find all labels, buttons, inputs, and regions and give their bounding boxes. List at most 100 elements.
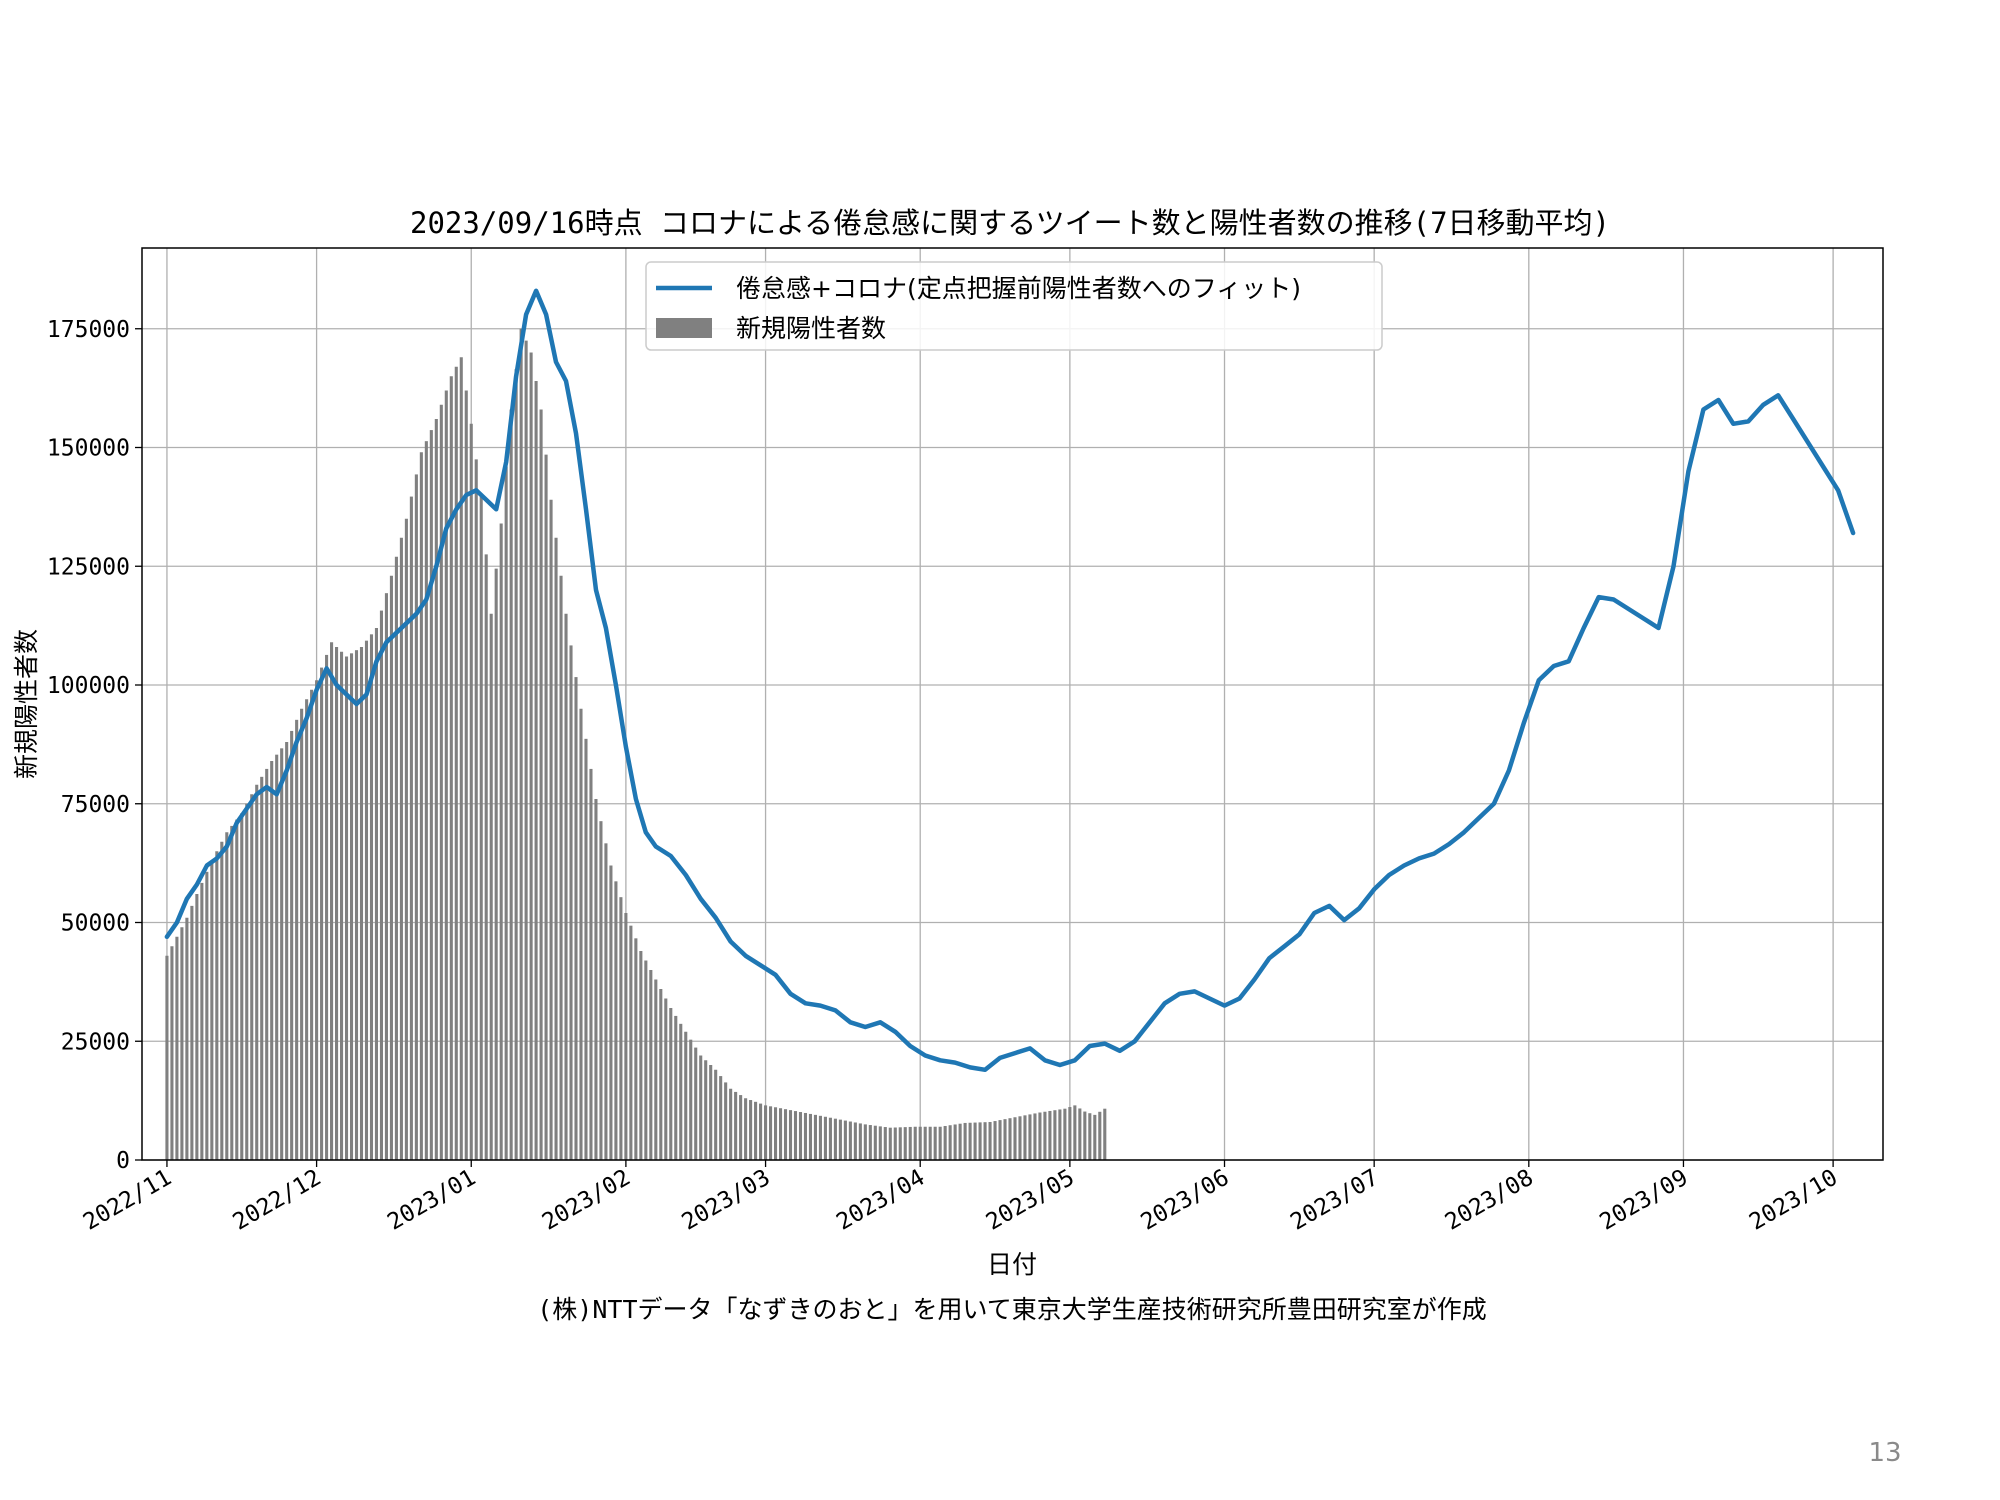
- bar: [808, 1113, 813, 1160]
- bar: [1078, 1108, 1082, 1160]
- bar: [1088, 1113, 1092, 1160]
- bar: [918, 1126, 922, 1160]
- bar: [993, 1121, 997, 1160]
- bar: [1048, 1110, 1052, 1160]
- bar: [614, 881, 618, 1160]
- bar: [285, 742, 289, 1160]
- bar: [998, 1120, 1002, 1160]
- bar: [863, 1124, 867, 1160]
- bar: [759, 1103, 763, 1160]
- bar: [978, 1122, 982, 1160]
- bar: [689, 1039, 693, 1160]
- bar: [444, 390, 448, 1160]
- bar: [823, 1116, 827, 1160]
- bar: [793, 1111, 798, 1160]
- bar: [1023, 1115, 1027, 1160]
- bar: [803, 1112, 808, 1160]
- bar: [709, 1065, 713, 1160]
- bar: [1103, 1108, 1107, 1160]
- bar: [953, 1124, 957, 1160]
- bar: [1098, 1111, 1102, 1160]
- plot-area: 2022/11 2022/12 2023/01 2023/02 2023/03 2023/…: [47, 247, 1884, 1236]
- bar: [988, 1122, 992, 1160]
- bar: [549, 499, 553, 1160]
- bar: [1073, 1105, 1077, 1160]
- bar: [833, 1118, 837, 1160]
- legend: 倦怠感+コロナ(定点把握前陽性者数へのフィット) 新規陽性者数: [645, 261, 1383, 351]
- bar: [185, 917, 189, 1160]
- bar: [195, 894, 199, 1160]
- bar: [973, 1122, 977, 1160]
- bar: [359, 647, 364, 1160]
- page-number: 13: [1868, 1438, 1901, 1468]
- bar: [474, 459, 478, 1160]
- bar: [464, 390, 468, 1160]
- bar: [265, 768, 269, 1160]
- bar: [210, 860, 214, 1160]
- bar: [634, 938, 638, 1160]
- plot-background: [142, 248, 1883, 1160]
- bar: [275, 754, 279, 1160]
- bar: [429, 430, 433, 1160]
- bar: [843, 1120, 847, 1160]
- x-axis-label: 日付: [987, 1250, 1037, 1279]
- legend-label-bar: 新規陽性者数: [736, 314, 886, 343]
- bar: [679, 1023, 683, 1160]
- bar: [739, 1095, 743, 1160]
- bar: [928, 1126, 932, 1160]
- y-tick-label: 100000: [47, 673, 130, 699]
- bar: [629, 925, 633, 1160]
- bar: [1013, 1117, 1017, 1160]
- bar: [394, 556, 398, 1160]
- bar: [459, 357, 463, 1160]
- bar: [1063, 1108, 1067, 1160]
- bar: [414, 474, 418, 1161]
- bar: [574, 677, 578, 1160]
- bar: [1043, 1111, 1047, 1160]
- bar: [1018, 1116, 1022, 1160]
- bar: [559, 575, 563, 1160]
- bar: [320, 667, 324, 1160]
- bar: [798, 1112, 803, 1160]
- bar: [315, 680, 319, 1160]
- bar: [220, 841, 224, 1160]
- bar: [569, 645, 573, 1160]
- bar: [868, 1125, 872, 1160]
- bar: [983, 1122, 987, 1160]
- bar: [454, 366, 458, 1160]
- bar: [594, 799, 598, 1160]
- bar: [339, 651, 344, 1160]
- bar: [434, 419, 438, 1160]
- bar: [853, 1122, 857, 1160]
- bar: [1028, 1114, 1032, 1160]
- bar: [384, 593, 388, 1160]
- bar: [399, 537, 403, 1160]
- plot-frame: [141, 247, 1884, 1161]
- bar: [579, 708, 583, 1160]
- bar: [684, 1031, 688, 1160]
- bar: [729, 1088, 733, 1160]
- bar: [235, 819, 239, 1160]
- bar: [898, 1127, 902, 1160]
- bar: [619, 897, 623, 1160]
- bar: [968, 1122, 972, 1160]
- bar: [260, 776, 264, 1160]
- bar: [335, 647, 339, 1160]
- bar: [325, 654, 329, 1160]
- bar: [699, 1055, 703, 1160]
- bar: [704, 1060, 708, 1160]
- bar: [564, 613, 568, 1160]
- bar: [659, 989, 663, 1160]
- bar: [908, 1126, 912, 1160]
- bar: [270, 761, 274, 1160]
- bar: [409, 496, 413, 1160]
- y-tick-label: 150000: [47, 436, 130, 462]
- bar: [1008, 1118, 1012, 1160]
- y-tick-label: 175000: [47, 317, 130, 343]
- bar: [589, 768, 593, 1160]
- bar: [948, 1125, 952, 1160]
- bar: [180, 927, 184, 1160]
- bar: [714, 1069, 718, 1160]
- bar: [744, 1098, 748, 1160]
- bar: [754, 1101, 758, 1160]
